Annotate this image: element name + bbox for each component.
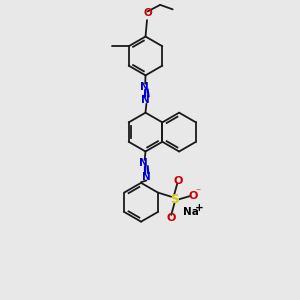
Text: Na: Na xyxy=(183,207,199,217)
Text: O: O xyxy=(173,176,182,186)
Text: N: N xyxy=(142,172,151,182)
Text: N: N xyxy=(140,82,148,92)
Text: O: O xyxy=(143,8,152,18)
Text: O: O xyxy=(166,213,175,223)
Text: N: N xyxy=(141,95,150,105)
Text: +: + xyxy=(194,203,203,213)
Text: ⁻: ⁻ xyxy=(196,187,201,197)
Text: S: S xyxy=(170,193,178,206)
Text: N: N xyxy=(140,158,148,168)
Text: O: O xyxy=(188,190,197,200)
